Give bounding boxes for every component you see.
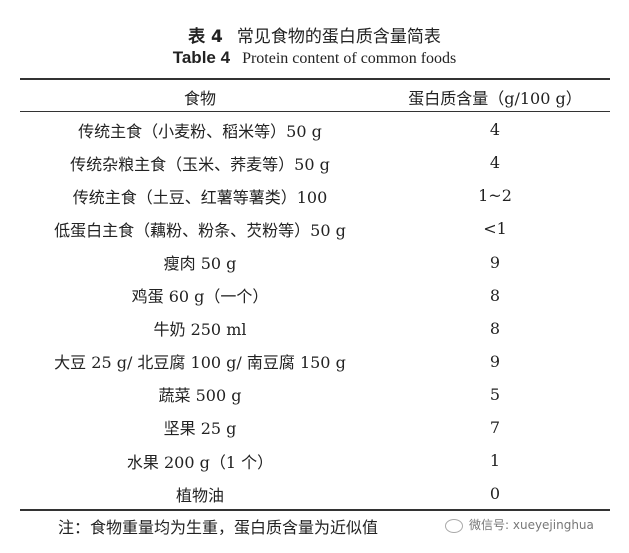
protein-cell: 0 [489,484,501,504]
protein-table: 食物 蛋白质含量（g/100 g） 传统主食（小麦粉、稻米等）50 g 4 传统杂粮… [20,80,610,510]
protein-cell: 9 [489,252,501,272]
table-row: 传统主食（小麦粉、稻米等）50 g 4 [20,113,610,146]
watermark-text: 微信号: xueyejinghua [469,518,594,532]
watermark: 微信号: xueyejinghua [445,516,594,533]
table-number-en: Table 4 [172,48,231,67]
top-rule [20,78,610,80]
protein-cell: 4 [489,120,501,140]
food-cell: 蔬菜 500 g [158,386,242,406]
food-cell: 水果 200 g（1 个） [126,452,274,472]
table-row: 牛奶 250 ml 8 [20,312,610,345]
protein-cell: 1 [489,451,501,471]
table-title-en: Table 4 Protein content of common foods [0,48,629,68]
food-cell: 瘦肉 50 g [163,254,237,274]
protein-cell: 4 [489,153,501,173]
header-food: 食物 [183,88,216,108]
table-row: 鸡蛋 60 g（一个） 8 [20,279,610,312]
bottom-rule [20,509,610,511]
protein-cell: 5 [489,384,501,404]
table-row: 坚果 25 g 7 [20,411,610,444]
header-rule [20,111,610,112]
wechat-icon [445,518,463,533]
protein-cell: 7 [489,417,501,437]
table-row: 大豆 25 g/ 北豆腐 100 g/ 南豆腐 150 g 9 [20,345,610,378]
protein-cell: 1~2 [478,186,512,206]
food-cell: 鸡蛋 60 g（一个） [131,287,269,307]
header-row: 食物 蛋白质含量（g/100 g） [20,80,610,113]
table-title-cn: 表 4 常见食物的蛋白质含量简表 [0,22,629,47]
food-cell: 低蛋白主食（藕粉、粉条、芡粉等）50 g [54,220,346,240]
protein-cell: 8 [489,318,501,338]
header-protein: 蛋白质含量（g/100 g） [408,88,582,108]
food-cell: 牛奶 250 ml [153,320,247,340]
table-row: 植物油 0 [20,477,610,510]
protein-cell: 9 [489,351,501,371]
protein-cell: 8 [489,285,501,305]
title-text-en: Protein content of common foods [242,50,457,67]
food-cell: 传统主食（土豆、红薯等薯类）100 [72,187,328,207]
table-row: 蔬菜 500 g 5 [20,378,610,411]
table-note: 注：食物重量均为生重，蛋白质含量为近似值 [58,518,379,537]
food-cell: 坚果 25 g [163,419,237,439]
table-number-cn: 表 4 [188,27,223,47]
table-row: 瘦肉 50 g 9 [20,245,610,278]
table-row: 传统杂粮主食（玉米、荞麦等）50 g 4 [20,146,610,179]
food-cell: 传统主食（小麦粉、稻米等）50 g [78,121,322,141]
table-row: 水果 200 g（1 个） 1 [20,444,610,477]
table-row: 低蛋白主食（藕粉、粉条、芡粉等）50 g <1 [20,212,610,245]
title-text-cn: 常见食物的蛋白质含量简表 [236,27,441,47]
food-cell: 植物油 [175,485,224,505]
table-row: 传统主食（土豆、红薯等薯类）100 1~2 [20,179,610,212]
food-cell: 传统杂粮主食（玉米、荞麦等）50 g [70,154,330,174]
protein-cell: <1 [483,219,507,239]
food-cell: 大豆 25 g/ 北豆腐 100 g/ 南豆腐 150 g [54,353,346,373]
